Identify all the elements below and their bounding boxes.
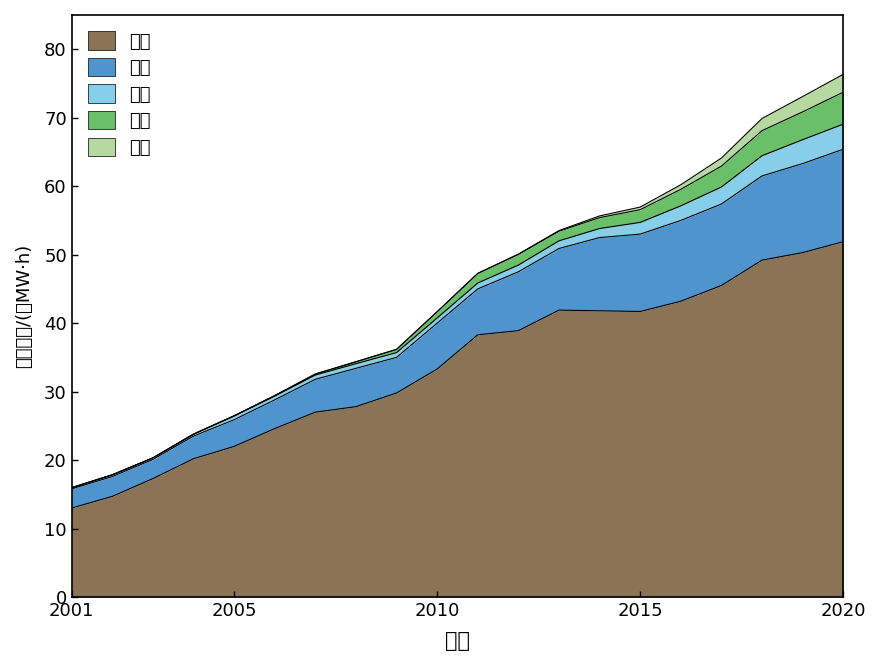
X-axis label: 年份: 年份	[445, 631, 470, 651]
Y-axis label: 年发电量/(亿MW·h): 年发电量/(亿MW·h)	[15, 244, 33, 368]
Legend: 火电, 水电, 核电, 风电, 光伏: 火电, 水电, 核电, 风电, 光伏	[81, 24, 159, 164]
